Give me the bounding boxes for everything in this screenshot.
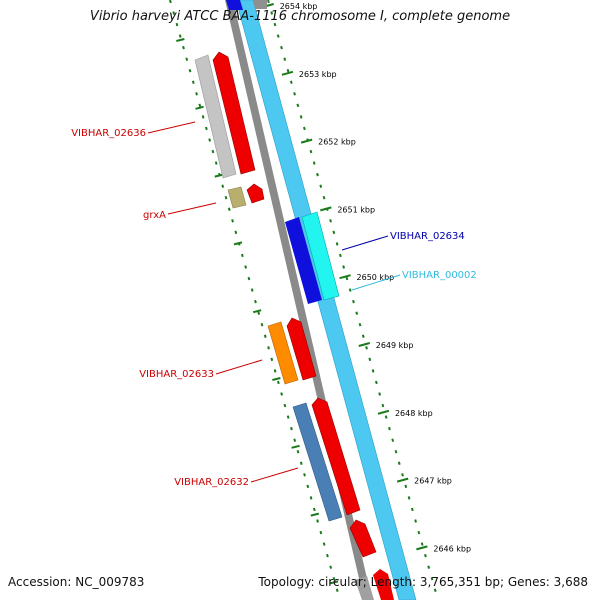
kbp-label: 2651 kbp <box>337 205 375 214</box>
gene-block-steelblue <box>292 402 343 522</box>
pointer-line-02632 <box>250 467 299 483</box>
gene-label-vibhar-00002: VIBHAR_00002 <box>402 270 477 281</box>
kbp-tick <box>358 342 371 347</box>
cds-arrow-4 <box>311 397 361 516</box>
kbp-label: 2650 kbp <box>357 273 395 282</box>
gene-block-olive <box>227 186 247 209</box>
kbp-label: 2647 kbp <box>414 477 452 486</box>
kbp-scale: 2654 kbp 2653 kbp 2652 kbp 2651 kbp 2650 kbp… <box>176 2 471 585</box>
inner-tick <box>233 241 243 246</box>
cds-arrow-1 <box>212 51 256 175</box>
gene-label-vibhar-02636: VIBHAR_02636 <box>71 128 146 139</box>
kbp-label: 2648 kbp <box>395 409 433 418</box>
kbp-tick <box>281 70 294 76</box>
gene-block-cyan <box>301 211 340 301</box>
kbp-tick <box>320 206 332 212</box>
gene-block-orange <box>267 321 299 385</box>
kbp-label: 2649 kbp <box>376 341 414 350</box>
pointer-line-02636 <box>147 121 196 134</box>
cds-arrow-bottom <box>373 569 394 600</box>
inner-tick <box>252 309 262 314</box>
inner-tick <box>176 38 185 42</box>
gene-label-vibhar-02634: VIBHAR_02634 <box>390 231 465 242</box>
gene-block-top-blue <box>226 0 243 10</box>
inner-tick <box>310 512 320 517</box>
kbp-tick <box>396 477 409 483</box>
inner-tick <box>195 105 204 110</box>
inner-tick <box>291 444 300 449</box>
kbp-label: 2654 kbp <box>280 2 318 11</box>
cds-arrow-5 <box>349 519 377 558</box>
gene-block-blue <box>285 217 322 304</box>
inner-tick <box>329 580 339 585</box>
pointer-line-grxa <box>167 202 217 215</box>
inner-tick <box>272 377 281 381</box>
pointer-line-02634 <box>341 235 389 251</box>
pointer-line-00002 <box>351 274 401 291</box>
kbp-tick <box>377 409 390 415</box>
cds-arrow-3 <box>286 317 317 381</box>
kbp-tick <box>416 545 428 551</box>
gene-block-bottom-gray <box>355 576 374 600</box>
gene-label-vibhar-02633: VIBHAR_02633 <box>139 369 214 380</box>
inner-tick <box>214 173 223 178</box>
gene-block-gray <box>194 54 237 179</box>
kbp-tick <box>300 138 313 144</box>
gene-block-top-gray <box>253 0 267 9</box>
kbp-label: 2653 kbp <box>299 70 337 79</box>
kbp-label: 2652 kbp <box>318 138 356 147</box>
gene-label-grxa: grxA <box>143 210 166 221</box>
pointer-line-02633 <box>215 359 263 375</box>
kbp-label: 2646 kbp <box>433 544 471 553</box>
kbp-tick <box>339 274 351 280</box>
topology-text: Topology: circular; Length: 3,765,351 bp… <box>258 575 588 589</box>
map-title: Vibrio harveyi ATCC BAA-1116 chromosome … <box>89 9 511 24</box>
gene-label-vibhar-02632: VIBHAR_02632 <box>174 477 249 488</box>
cds-arrow-2 <box>246 183 265 204</box>
accession-text: Accession: NC_009783 <box>8 575 145 589</box>
